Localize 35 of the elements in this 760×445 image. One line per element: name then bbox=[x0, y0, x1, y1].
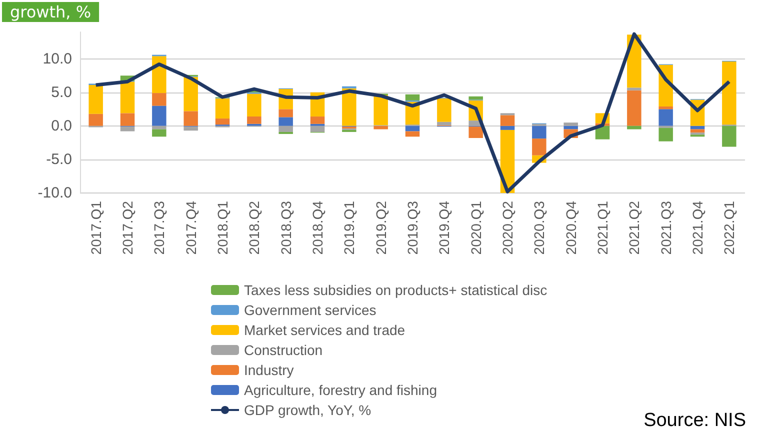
x-tick-label: 2020.Q3 bbox=[531, 200, 548, 255]
legend-label: Agriculture, forestry and fishing bbox=[244, 382, 437, 398]
x-tick-label: 2020.Q2 bbox=[500, 200, 516, 255]
x-tick-label: 2022.Q1 bbox=[721, 200, 738, 255]
x-tick-label: 2020.Q1 bbox=[468, 200, 484, 255]
x-tick-label: 2019.Q3 bbox=[404, 200, 420, 255]
x-tick-label: 2017.Q3 bbox=[151, 200, 168, 255]
x-tick-label: 2019.Q1 bbox=[341, 200, 358, 255]
x-tick-label: 2021.Q1 bbox=[594, 200, 610, 255]
legend-label: GDP growth, YoY, % bbox=[244, 402, 372, 418]
x-tick-label: 2018.Q1 bbox=[214, 200, 230, 255]
legend-label: Market services and trade bbox=[244, 322, 406, 338]
y-tick-label: 5.0 bbox=[51, 84, 72, 101]
source-note: Source: NIS bbox=[644, 410, 746, 432]
y-tick-label: -5.0 bbox=[46, 150, 72, 168]
y-tick-label: 10.0 bbox=[42, 50, 72, 68]
legend-label: Industry bbox=[244, 362, 294, 378]
legend-label: Government services bbox=[244, 302, 376, 318]
x-tick-label: 2018.Q2 bbox=[246, 200, 262, 255]
x-tick-label: 2017.Q1 bbox=[88, 200, 104, 255]
x-tick-label: 2020.Q4 bbox=[562, 200, 579, 255]
x-tick-label: 2021.Q3 bbox=[658, 200, 674, 255]
x-tick-label: 2019.Q4 bbox=[436, 200, 452, 255]
x-tick-label: 2019.Q2 bbox=[372, 200, 389, 255]
legend-label: Taxes less subsidies on products+ statistical disc bbox=[244, 282, 548, 298]
chart-title: growth, % bbox=[10, 2, 92, 22]
x-tick-label: 2018.Q3 bbox=[278, 200, 294, 255]
x-tick-label: 2018.Q4 bbox=[310, 200, 326, 255]
x-tick-label: 2021.Q2 bbox=[626, 200, 642, 255]
x-tick-label: 2021.Q4 bbox=[690, 200, 706, 255]
legend-label: Construction bbox=[244, 342, 323, 358]
x-tick-label: 2017.Q2 bbox=[120, 200, 136, 255]
y-tick-label: -10.0 bbox=[38, 184, 72, 202]
x-tick-label: 2017.Q4 bbox=[182, 200, 199, 255]
y-tick-label: 0.0 bbox=[51, 117, 72, 134]
